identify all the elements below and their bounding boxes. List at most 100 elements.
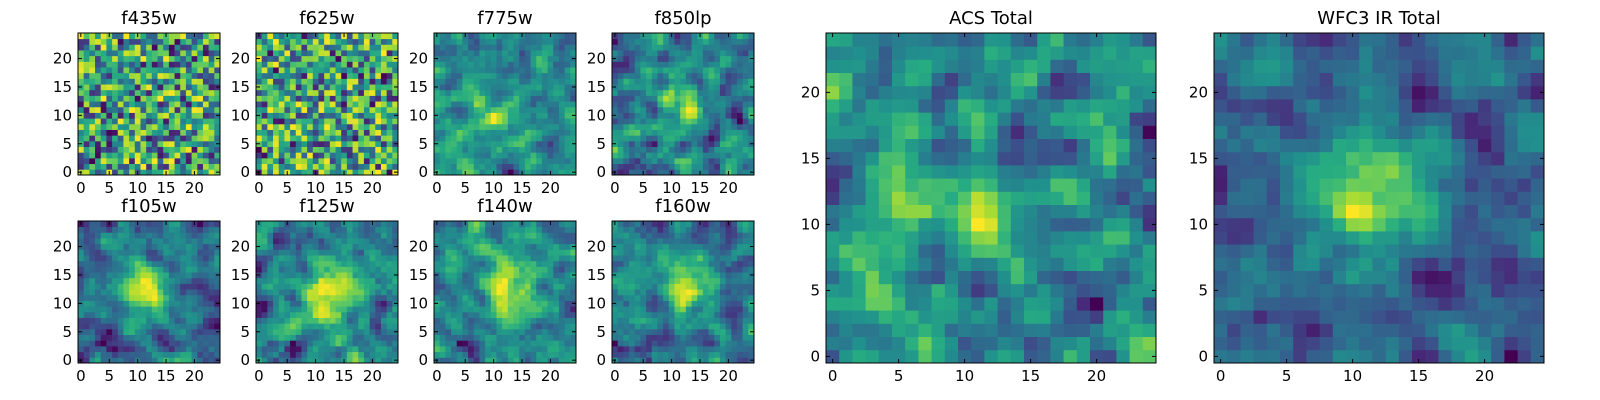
heatmap-cell	[117, 61, 124, 68]
heatmap-cell	[530, 306, 537, 313]
heatmap-cell	[129, 123, 136, 130]
heatmap-cell	[290, 33, 297, 40]
heatmap-cell	[375, 243, 382, 250]
heatmap-cell	[267, 226, 274, 233]
heatmap-cell	[674, 67, 681, 74]
heatmap-cell	[553, 163, 560, 170]
heatmap-cell	[748, 294, 755, 301]
heatmap-cell	[570, 146, 577, 153]
heatmap-cell	[479, 89, 486, 96]
heatmap-cell	[134, 306, 141, 313]
heatmap-cell	[663, 72, 670, 79]
heatmap-cell	[129, 317, 136, 324]
heatmap-cell	[646, 118, 653, 125]
heatmap-cell	[558, 260, 566, 267]
heatmap-cell	[479, 129, 486, 136]
heatmap-cell	[123, 266, 130, 273]
heatmap-cell	[129, 50, 136, 57]
heatmap-cell	[524, 272, 531, 279]
heatmap-cell	[307, 106, 314, 113]
heatmap-cell	[301, 118, 308, 125]
heatmap-cell	[214, 232, 221, 239]
heatmap-cell	[197, 255, 204, 262]
heatmap-cell	[214, 306, 221, 313]
heatmap-cell	[513, 328, 520, 335]
heatmap-cell	[163, 140, 170, 147]
heatmap-cell	[456, 118, 463, 125]
heatmap-cell	[736, 55, 744, 62]
heatmap-cell	[629, 351, 636, 358]
heatmap-cell	[668, 61, 675, 68]
heatmap-cell	[558, 118, 566, 125]
heatmap-cell	[640, 106, 647, 113]
heatmap-cell	[456, 157, 463, 165]
heatmap-cell	[256, 146, 263, 153]
heatmap-cell	[191, 323, 198, 330]
heatmap-cell	[185, 61, 192, 68]
heatmap-cell	[623, 33, 630, 40]
heatmap-cell	[273, 260, 280, 267]
heatmap-cell	[369, 311, 376, 318]
heatmap-cell	[78, 283, 85, 290]
heatmap-cell	[434, 50, 441, 57]
heatmap-cell	[100, 221, 107, 228]
heatmap-cell	[89, 33, 96, 40]
heatmap-cell	[547, 38, 554, 45]
heatmap-cell	[623, 129, 630, 136]
heatmap-cell	[731, 146, 738, 153]
heatmap-cell	[507, 357, 514, 364]
heatmap-cell	[725, 89, 732, 96]
heatmap-cell	[318, 300, 325, 307]
heatmap-cell	[691, 294, 698, 301]
heatmap-cell	[146, 163, 153, 170]
heatmap-cell	[89, 255, 96, 262]
heatmap-cell	[640, 84, 647, 91]
heatmap-cell	[369, 78, 376, 85]
heatmap-cell	[375, 89, 382, 96]
heatmap-cell	[151, 89, 158, 96]
heatmap-cell	[375, 129, 382, 136]
heatmap-cell	[468, 255, 475, 262]
heatmap-cell	[335, 152, 342, 159]
heatmap-cell	[140, 323, 147, 330]
heatmap-cell	[479, 328, 486, 335]
x-tick-label: 10	[306, 179, 325, 197]
heatmap-cell	[363, 123, 370, 130]
heatmap-cell	[629, 55, 636, 62]
heatmap-cell	[668, 89, 675, 96]
heatmap-cell	[329, 345, 336, 353]
heatmap-cell	[473, 118, 480, 125]
heatmap-cell	[657, 106, 664, 113]
heatmap-cell	[439, 226, 446, 233]
heatmap-cell	[708, 306, 715, 313]
heatmap-cell	[129, 67, 136, 74]
heatmap-cell	[634, 340, 641, 347]
heatmap-cell	[691, 118, 698, 125]
heatmap-cell	[295, 277, 302, 284]
heatmap-cell	[267, 345, 274, 353]
heatmap-cell	[725, 140, 732, 147]
heatmap-cell	[335, 255, 342, 262]
heatmap-cell	[657, 306, 664, 313]
panel-title: f435w	[121, 8, 176, 29]
heatmap-cell	[479, 95, 486, 102]
heatmap-cell	[180, 169, 187, 176]
heatmap-cell	[530, 33, 537, 40]
heatmap-cell	[507, 317, 514, 324]
heatmap-cell	[278, 157, 285, 165]
heatmap-cell	[346, 289, 353, 296]
heatmap-cell	[392, 95, 399, 102]
heatmap-cell	[163, 101, 170, 108]
heatmap-cell	[83, 311, 90, 318]
heatmap-cell	[146, 323, 153, 330]
heatmap-cell	[267, 255, 274, 262]
heatmap-cell	[363, 226, 370, 233]
heatmap-cell	[335, 163, 342, 170]
heatmap-cell	[380, 129, 388, 136]
heatmap-cell	[129, 44, 136, 51]
heatmap-cell	[123, 260, 130, 267]
heatmap-cell	[651, 277, 658, 284]
heatmap-cell	[202, 323, 210, 330]
heatmap-cell	[541, 72, 548, 79]
